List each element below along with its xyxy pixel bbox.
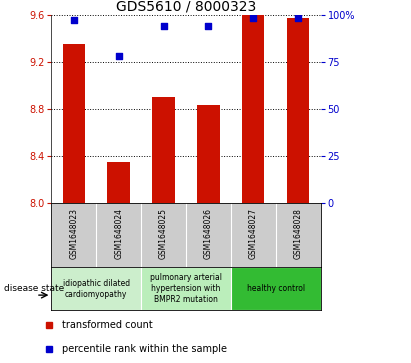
Text: GSM1648027: GSM1648027 <box>249 208 258 259</box>
Title: GDS5610 / 8000323: GDS5610 / 8000323 <box>116 0 256 13</box>
Point <box>205 23 212 29</box>
Bar <box>242 15 265 203</box>
Text: percentile rank within the sample: percentile rank within the sample <box>62 344 227 354</box>
Point <box>250 15 256 21</box>
Point <box>295 15 301 21</box>
Text: disease state: disease state <box>4 284 65 293</box>
Bar <box>152 97 175 203</box>
Bar <box>107 162 130 203</box>
Bar <box>231 267 321 310</box>
Text: GSM1648024: GSM1648024 <box>114 208 123 259</box>
Bar <box>287 18 309 203</box>
Point <box>115 53 122 59</box>
Bar <box>141 267 231 310</box>
Bar <box>62 44 85 203</box>
Text: healthy control: healthy control <box>247 284 305 293</box>
Text: idiopathic dilated
cardiomyopathy: idiopathic dilated cardiomyopathy <box>63 278 130 299</box>
Text: GSM1648026: GSM1648026 <box>204 208 213 259</box>
Bar <box>51 267 141 310</box>
Point <box>160 23 167 29</box>
Bar <box>197 105 219 203</box>
Text: GSM1648023: GSM1648023 <box>69 208 79 259</box>
Text: GSM1648028: GSM1648028 <box>293 208 302 259</box>
Text: pulmonary arterial
hypertension with
BMPR2 mutation: pulmonary arterial hypertension with BMP… <box>150 273 222 304</box>
Text: GSM1648025: GSM1648025 <box>159 208 168 259</box>
Text: transformed count: transformed count <box>62 320 153 330</box>
Point <box>71 17 77 23</box>
